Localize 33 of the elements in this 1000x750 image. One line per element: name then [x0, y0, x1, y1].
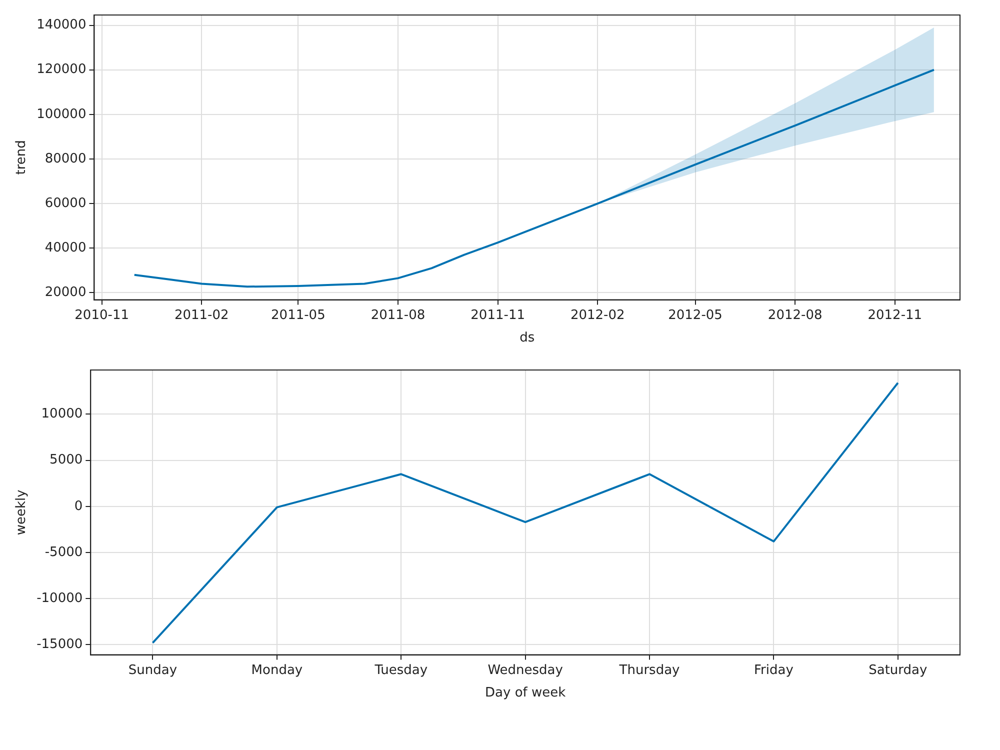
y-tick-label: -5000 — [44, 544, 83, 560]
y-tick-label: 20000 — [44, 285, 86, 300]
y-tick-label: -10000 — [36, 590, 83, 606]
x-axis-title: ds — [520, 330, 535, 346]
x-tick-label: Tuesday — [374, 662, 428, 678]
x-tick-label: Friday — [754, 662, 794, 678]
y-tick-label: 10000 — [41, 406, 83, 422]
x-tick-label: 2012-08 — [768, 308, 822, 323]
y-tick-label: 80000 — [44, 151, 86, 166]
x-tick-label: 2011-05 — [271, 308, 326, 323]
x-tick-label: Monday — [251, 662, 303, 678]
y-axis-title: weekly — [14, 489, 30, 536]
y-tick-label: -15000 — [36, 637, 83, 652]
y-tick-label: 120000 — [36, 62, 86, 78]
x-tick-label: 2012-05 — [668, 308, 722, 323]
x-tick-label: 2012-11 — [868, 308, 922, 323]
x-tick-label: 2011-11 — [470, 308, 525, 323]
x-tick-label: 2011-02 — [174, 308, 229, 323]
y-tick-label: 40000 — [44, 240, 86, 256]
y-tick-label: 140000 — [36, 18, 86, 33]
y-tick-label: 100000 — [36, 106, 86, 122]
x-tick-label: 2012-02 — [570, 308, 625, 323]
x-tick-label: Sunday — [128, 662, 178, 678]
x-tick-label: 2011-08 — [370, 308, 426, 323]
y-axis-title: trend — [14, 140, 30, 175]
y-tick-label: 60000 — [44, 196, 86, 211]
x-tick-label: Saturday — [868, 662, 928, 678]
y-tick-label: 5000 — [50, 452, 83, 468]
x-axis-title: Day of week — [485, 686, 566, 701]
x-tick-label: Thursday — [618, 662, 680, 678]
x-tick-label: 2010-11 — [74, 308, 129, 323]
x-tick-label: Wednesday — [488, 662, 564, 678]
y-tick-label: 0 — [74, 498, 83, 514]
